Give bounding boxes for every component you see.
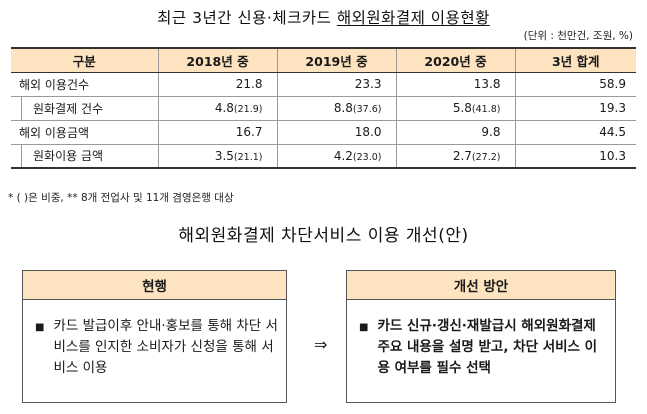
table-cell: 8.8(37.6) xyxy=(277,96,397,121)
arrow-icon: ⇒ xyxy=(314,335,328,354)
table-cell: 2.7(27.2) xyxy=(396,144,516,169)
table-header-row: 구분 2018년 중 2019년 중 2020년 중 3년 합계 xyxy=(11,47,636,73)
title-text: 최근 3년간 신용·체크카드 xyxy=(157,9,337,27)
table-cell: 13.8 xyxy=(396,72,516,97)
share-value: (41.8) xyxy=(471,104,501,115)
usage-table: 구분 2018년 중 2019년 중 2020년 중 3년 합계 해외 이용건수… xyxy=(11,47,636,169)
header-2018: 2018년 중 xyxy=(158,47,278,73)
table-cell: 23.3 xyxy=(277,72,397,97)
table-cell: 4.8(21.9) xyxy=(158,96,278,121)
share-value: (21.9) xyxy=(233,104,263,115)
current-panel-text: 카드 발급이후 안내·홍보를 통해 차단 서비스를 인지한 소비자가 신청을 통… xyxy=(53,318,278,376)
row-label: 해외 이용건수 xyxy=(19,77,90,92)
bullet-icon: ■ xyxy=(35,322,45,333)
share-value: (21.1) xyxy=(233,151,263,163)
unit-label: (단위 : 천만건, 조원, %) xyxy=(523,30,633,42)
current-panel-header: 현행 xyxy=(22,270,287,300)
improved-panel-text: 카드 신규·갱신·재발급시 해외원화결제 주요 내용을 설명 받고, 차단 서비… xyxy=(377,318,598,376)
share-value: (37.6) xyxy=(352,104,382,115)
table-cell: 16.7 xyxy=(158,120,278,145)
table-cell-total: 19.3 xyxy=(515,96,636,121)
table-cell: 21.8 xyxy=(158,72,278,97)
table-cell: 9.8 xyxy=(396,120,516,145)
footnote: * ( )은 비중, ** 8개 전업사 및 11개 겸영은행 대상 xyxy=(8,192,234,204)
table-row: 해외 이용건수 21.8 23.3 13.8 58.9 xyxy=(11,72,636,97)
header-total: 3년 합계 xyxy=(515,47,636,73)
improved-panel: 개선 방안 ■ 카드 신규·갱신·재발급시 해외원화결제 주요 내용을 설명 받… xyxy=(346,270,616,403)
current-panel: 현행 ■ 카드 발급이후 안내·홍보를 통해 차단 서비스를 인지한 소비자가 … xyxy=(22,270,287,403)
table-cell: 4.2(23.0) xyxy=(277,144,397,169)
page-title: 최근 3년간 신용·체크카드 해외원화결제 이용현황 xyxy=(0,6,647,28)
header-2020: 2020년 중 xyxy=(396,47,516,73)
header-2019: 2019년 중 xyxy=(277,47,397,73)
bullet-icon: ■ xyxy=(359,322,369,333)
table-cell: 5.8(41.8) xyxy=(396,96,516,121)
share-value: (27.2) xyxy=(471,151,501,163)
row-label: 원화결제 건수 xyxy=(33,101,104,116)
header-category: 구분 xyxy=(11,47,159,73)
table-cell: 3.5(21.1) xyxy=(158,144,278,169)
table-row: 원화결제 건수 4.8(21.9) 8.8(37.6) 5.8(41.8) 19… xyxy=(11,96,636,121)
share-value: (23.0) xyxy=(352,151,382,163)
table-row: 해외 이용금액 16.7 18.0 9.8 44.5 xyxy=(11,120,636,145)
table-row: 원화이용 금액 3.5(21.1) 4.2(23.0) 2.7(27.2) 10… xyxy=(11,144,636,169)
section-title: 해외원화결제 차단서비스 이용 개선(안) xyxy=(178,226,469,246)
title-underlined-text: 해외원화결제 이용현황 xyxy=(336,9,490,27)
improved-panel-header: 개선 방안 xyxy=(346,270,616,300)
table-cell-total: 58.9 xyxy=(515,72,636,97)
table-cell-total: 44.5 xyxy=(515,120,636,145)
row-label: 원화이용 금액 xyxy=(33,149,104,164)
table-cell-total: 10.3 xyxy=(515,144,636,169)
row-label: 해외 이용금액 xyxy=(19,125,90,140)
table-cell: 18.0 xyxy=(277,120,397,145)
